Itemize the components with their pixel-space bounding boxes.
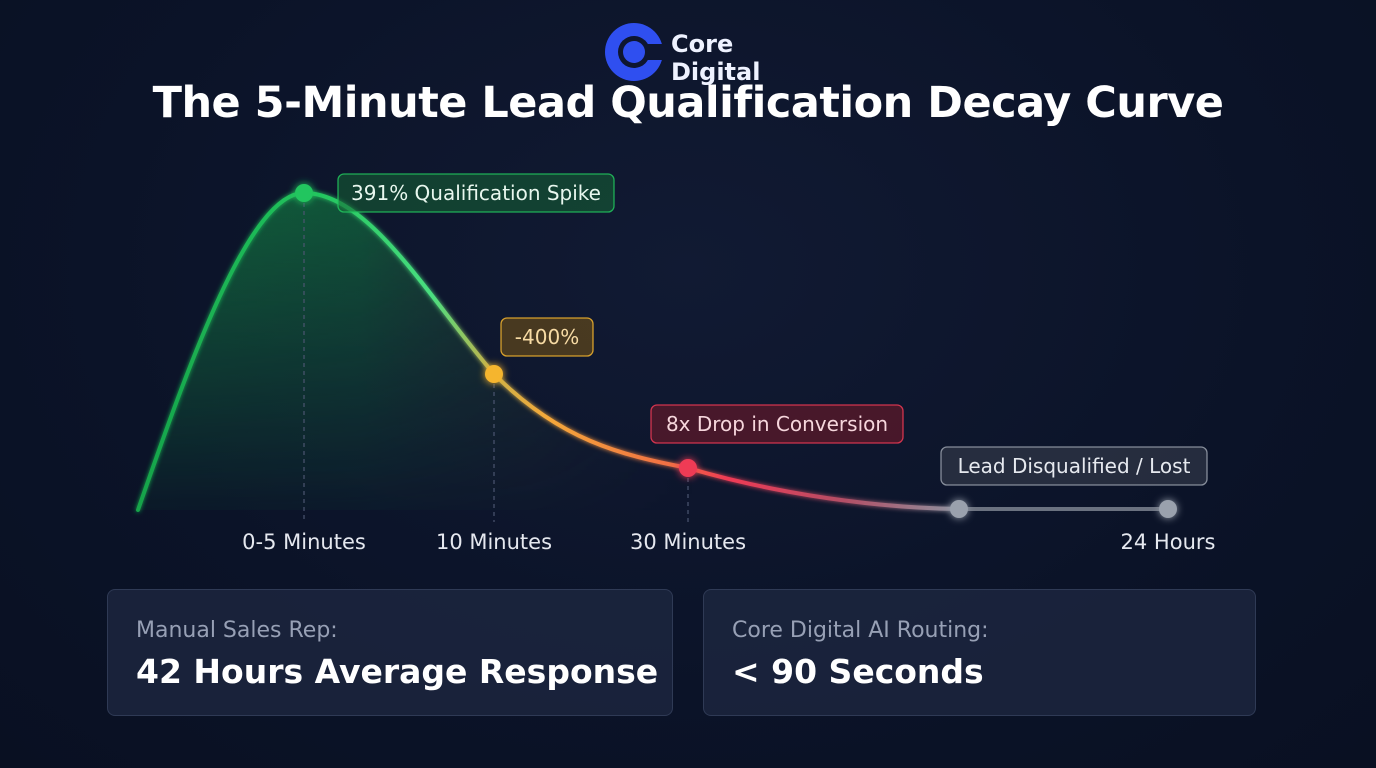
annotation-box bbox=[337, 173, 615, 213]
card-label: Core Digital AI Routing: bbox=[732, 618, 989, 643]
brand-name: Core Digital bbox=[671, 30, 760, 86]
manual-sales-rep-card: Manual Sales Rep: 42 Hours Average Respo… bbox=[107, 589, 673, 716]
card-value: < 90 Seconds bbox=[732, 652, 984, 691]
brand-line-1: Core bbox=[671, 30, 734, 58]
annotation-label: -400% bbox=[500, 317, 594, 357]
ai-routing-card: Core Digital AI Routing: < 90 Seconds bbox=[703, 589, 1256, 716]
logo-mark-icon bbox=[605, 23, 670, 81]
data-point-marker bbox=[950, 500, 968, 518]
card-value: 42 Hours Average Response bbox=[136, 652, 659, 691]
x-tick-label: 24 Hours bbox=[1121, 530, 1216, 554]
core-digital-logo: Core Digital bbox=[604, 16, 784, 96]
data-point-marker bbox=[485, 365, 503, 383]
annotation-box bbox=[940, 446, 1208, 486]
x-tick-label: 0-5 Minutes bbox=[242, 530, 366, 554]
card-label: Manual Sales Rep: bbox=[136, 618, 338, 643]
annotation-labels: 391% Qualification Spike -400% 8x Drop in … bbox=[337, 173, 1208, 486]
annotation-text: Lead Disqualified / Lost bbox=[958, 454, 1191, 478]
annotation-text: 8x Drop in Conversion bbox=[666, 412, 888, 436]
annotation-label: 391% Qualification Spike bbox=[337, 173, 615, 213]
annotation-box bbox=[650, 404, 904, 444]
annotation-box bbox=[500, 317, 594, 357]
annotation-label: 8x Drop in Conversion bbox=[650, 404, 904, 444]
chart-title: The 5-Minute Lead Qualification Decay Cu… bbox=[152, 78, 1224, 128]
annotation-label: Lead Disqualified / Lost bbox=[940, 446, 1208, 486]
curve-area-fill bbox=[138, 193, 959, 510]
annotation-text: 391% Qualification Spike bbox=[351, 181, 601, 205]
x-tick-label: 30 Minutes bbox=[630, 530, 746, 554]
data-points bbox=[295, 184, 1177, 518]
guide-lines bbox=[303, 203, 689, 522]
annotation-text: -400% bbox=[515, 325, 579, 349]
data-point-marker bbox=[295, 184, 313, 202]
x-tick-label: 10 Minutes bbox=[436, 530, 552, 554]
data-point-marker bbox=[1159, 500, 1177, 518]
data-point-marker bbox=[679, 459, 697, 477]
brand-line-2: Digital bbox=[671, 58, 761, 86]
x-axis-tick-labels: 0-5 Minutes 10 Minutes 30 Minutes 24 Hours bbox=[242, 530, 1215, 554]
decay-curve-line bbox=[136, 190, 961, 512]
